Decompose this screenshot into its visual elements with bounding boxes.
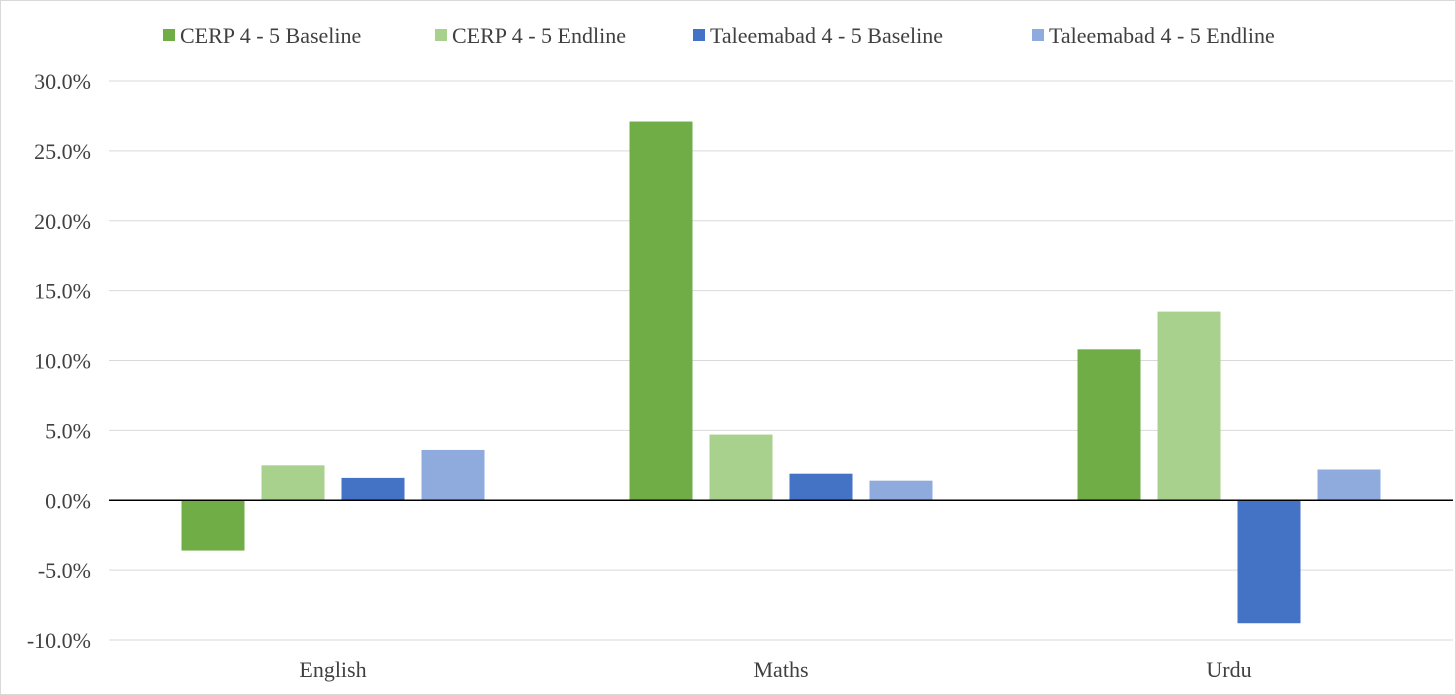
x-category-label: Urdu <box>1206 657 1251 682</box>
bar <box>181 500 245 551</box>
x-category-label: Maths <box>754 657 809 682</box>
legend-item: Taleemabad 4 - 5 Endline <box>1032 23 1275 48</box>
y-tick-label: 25.0% <box>34 139 91 164</box>
bar <box>1317 469 1381 501</box>
bar <box>709 434 773 501</box>
gridlines <box>109 80 1453 641</box>
legend-label: Taleemabad 4 - 5 Endline <box>1049 23 1275 48</box>
axes: 30.0% 25.0% 20.0% 15.0% 10.0% 5.0% 0.0% -5.0% -1… <box>27 69 1453 682</box>
legend: CERP 4 - 5 Baseline CERP 4 - 5 Endline Tal… <box>163 23 1275 48</box>
legend-label: CERP 4 - 5 Endline <box>452 23 626 48</box>
legend-item: CERP 4 - 5 Baseline <box>163 23 361 48</box>
y-tick-label: 10.0% <box>34 349 91 374</box>
bars <box>181 121 1381 624</box>
y-tick-label: 20.0% <box>34 209 91 234</box>
bar <box>341 477 405 501</box>
bar <box>789 473 853 501</box>
bar <box>1237 500 1301 624</box>
legend-label: Taleemabad 4 - 5 Baseline <box>710 23 943 48</box>
legend-swatch <box>693 29 705 41</box>
y-tick-label: 5.0% <box>45 418 91 443</box>
legend-label: CERP 4 - 5 Baseline <box>180 23 361 48</box>
y-tick-label: -5.0% <box>38 558 91 583</box>
legend-item: Taleemabad 4 - 5 Baseline <box>693 23 943 48</box>
legend-item: CERP 4 - 5 Endline <box>435 23 626 48</box>
legend-swatch <box>435 29 447 41</box>
x-category-label: English <box>299 657 366 682</box>
bar <box>1157 311 1221 501</box>
bar <box>261 465 325 501</box>
legend-swatch <box>163 29 175 41</box>
bar <box>629 121 693 501</box>
y-tick-label: 15.0% <box>34 279 91 304</box>
y-tick-label: 30.0% <box>34 69 91 94</box>
bar <box>421 449 485 501</box>
bar <box>1077 349 1141 501</box>
legend-swatch <box>1032 29 1044 41</box>
bar <box>869 480 933 501</box>
y-tick-label: -10.0% <box>27 628 91 653</box>
y-tick-label: 0.0% <box>45 488 91 513</box>
